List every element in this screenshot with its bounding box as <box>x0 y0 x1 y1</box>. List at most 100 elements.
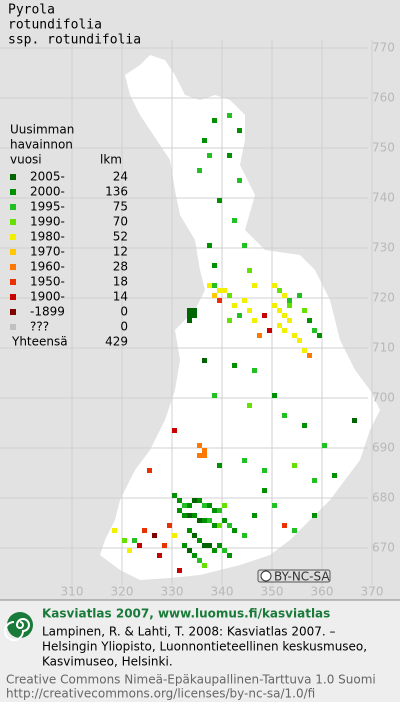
occurrence-cell <box>252 283 257 288</box>
occurrence-cell <box>202 518 207 523</box>
occurrence-cell <box>152 533 157 538</box>
northing-label: 730 <box>372 241 395 255</box>
occurrence-cell <box>212 283 217 288</box>
occurrence-cell <box>247 403 252 408</box>
occurrence-cell <box>222 548 227 553</box>
northing-label: 770 <box>372 41 395 55</box>
occurrence-cell <box>252 368 257 373</box>
occurrence-cell <box>227 523 232 528</box>
legend-label: 1950- <box>30 275 65 289</box>
legend-header: havainnon <box>10 138 73 152</box>
occurrence-cell <box>232 218 237 223</box>
occurrence-cell <box>202 453 207 458</box>
northing-label: 690 <box>372 441 395 455</box>
occurrence-cell <box>207 503 212 508</box>
legend-swatch <box>10 219 16 225</box>
northing-label: 670 <box>372 541 395 555</box>
occurrence-cell <box>172 428 177 433</box>
occurrence-cell <box>192 498 197 503</box>
occurrence-cell <box>192 513 197 518</box>
occurrence-cell <box>202 563 207 568</box>
citation-line: Lampinen, R. & Lahti, T. 2008: Kasviatla… <box>42 625 336 639</box>
occurrence-cell <box>212 508 217 513</box>
occurrence-cell <box>202 138 207 143</box>
occurrence-cell <box>197 538 202 543</box>
license-badge-text: BY-NC-SA <box>274 570 330 584</box>
occurrence-cell <box>227 553 232 558</box>
occurrence-cell <box>242 533 247 538</box>
occurrence-cell <box>217 298 222 303</box>
occurrence-cell <box>207 543 212 548</box>
legend-count: 24 <box>113 170 128 184</box>
occurrence-cell <box>227 293 232 298</box>
logo-spiral <box>4 618 30 641</box>
legend-label: 1970- <box>30 245 65 259</box>
occurrence-cell <box>222 503 227 508</box>
occurrence-cell <box>277 308 282 313</box>
occurrence-cell <box>242 243 247 248</box>
occurrence-cell <box>262 468 267 473</box>
occurrence-cell <box>227 318 232 323</box>
occurrence-cell <box>197 168 202 173</box>
occurrence-cell <box>187 548 192 553</box>
occurrence-cell <box>322 443 327 448</box>
northing-label: 720 <box>372 291 395 305</box>
occurrence-cell <box>287 303 292 308</box>
occurrence-cell <box>212 293 217 298</box>
legend-total-label: Yhteensä <box>11 335 68 349</box>
occurrence-cell <box>242 458 247 463</box>
occurrence-cell <box>237 128 242 133</box>
occurrence-cell <box>172 533 177 538</box>
legend-header: vuosi <box>10 153 42 167</box>
occurrence-cell <box>132 538 137 543</box>
legend-count-header: lkm <box>100 153 122 167</box>
legend-count: 136 <box>105 185 128 199</box>
occurrence-cell <box>192 308 197 313</box>
occurrence-cell <box>217 523 222 528</box>
occurrence-cell <box>247 268 252 273</box>
legend-swatch <box>10 174 16 180</box>
occurrence-cell <box>122 538 127 543</box>
occurrence-cell <box>282 313 287 318</box>
occurrence-cell <box>197 518 202 523</box>
legend-count: 12 <box>113 245 128 259</box>
occurrence-cell <box>142 528 147 533</box>
occurrence-cell <box>217 508 222 513</box>
occurrence-cell <box>177 498 182 503</box>
legend-label: 2000- <box>30 185 65 199</box>
legend-label: 1990- <box>30 215 65 229</box>
easting-label: 330 <box>161 585 184 599</box>
occurrence-cell <box>312 328 317 333</box>
occurrence-cell <box>187 513 192 518</box>
easting-label: 340 <box>211 585 234 599</box>
easting-label: 320 <box>111 585 134 599</box>
occurrence-cell <box>282 413 287 418</box>
occurrence-cell <box>237 178 242 183</box>
occurrence-cell <box>112 528 117 533</box>
occurrence-cell <box>282 293 287 298</box>
occurrence-cell <box>312 478 317 483</box>
license-line: Creative Commons Nimeä-Epäkaupallinen-Ta… <box>6 673 376 687</box>
occurrence-cell <box>247 308 252 313</box>
legend-label: -1899 <box>30 305 65 319</box>
occurrence-cell <box>217 198 222 203</box>
occurrence-cell <box>302 308 307 313</box>
legend-total: 429 <box>105 335 128 349</box>
occurrence-cell <box>272 303 277 308</box>
northing-label: 680 <box>372 491 395 505</box>
footer-background <box>0 600 400 702</box>
occurrence-cell <box>302 348 307 353</box>
legend-count: 0 <box>120 320 128 334</box>
citation-line: Kasvimuseo, Helsinki. <box>42 655 173 669</box>
occurrence-cell <box>202 448 207 453</box>
occurrence-cell <box>212 263 217 268</box>
easting-label: 360 <box>311 585 334 599</box>
occurrence-cell <box>287 318 292 323</box>
occurrence-cell <box>292 463 297 468</box>
legend-swatch <box>10 249 16 255</box>
occurrence-cell <box>162 543 167 548</box>
legend-swatch <box>10 234 16 240</box>
legend-count: 28 <box>113 260 128 274</box>
occurrence-cell <box>137 543 142 548</box>
occurrence-cell <box>292 528 297 533</box>
